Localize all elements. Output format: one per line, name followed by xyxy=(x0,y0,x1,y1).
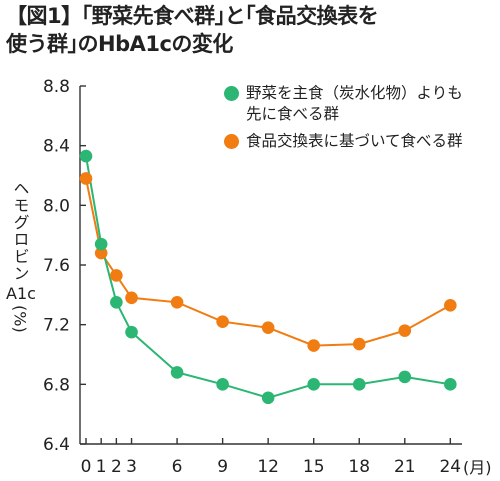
x-tick-label: 18 xyxy=(348,457,370,477)
data-point xyxy=(110,295,123,309)
legend-marker-green xyxy=(224,86,239,101)
x-tick-label: 0 xyxy=(81,457,92,477)
y-tick-label: 7.6 xyxy=(43,256,70,276)
chart-title-line1: 【図1】｢野菜先食べ群｣と｢食品交換表を xyxy=(6,4,379,28)
data-point xyxy=(170,366,184,379)
y-tick-label: 8.0 xyxy=(43,196,70,216)
data-point xyxy=(444,298,457,312)
y-axis-label: ヘモグロビン A1c (%) xyxy=(6,180,36,333)
legend-label-line1: 食品交換表に基づいて食べる群 xyxy=(246,132,463,150)
data-point xyxy=(398,370,412,384)
data-point xyxy=(125,291,138,305)
data-point xyxy=(398,324,412,337)
series-line xyxy=(85,155,451,399)
x-tick-label: 6 xyxy=(172,457,183,477)
data-point xyxy=(307,378,321,391)
legend: 野菜を主食（炭水化物）よりも 先に食べる群 食品交換表に基づいて食べる群 xyxy=(224,83,463,158)
data-point xyxy=(307,339,321,352)
y-axis-label-percent: (%) xyxy=(10,305,30,333)
data-point xyxy=(261,391,275,405)
y-tick-label: 8.4 xyxy=(43,137,70,157)
x-tick-label: 24 xyxy=(439,457,461,477)
data-point xyxy=(125,325,138,339)
data-point xyxy=(216,378,229,391)
data-point xyxy=(352,378,366,391)
y-tick-label: 6.4 xyxy=(43,435,70,455)
data-point xyxy=(79,149,93,163)
x-tick-label: 21 xyxy=(394,457,416,477)
x-tick-label: 2 xyxy=(111,457,122,477)
legend-item-vegetable-first: 野菜を主食（炭水化物）よりも 先に食べる群 xyxy=(224,83,463,125)
legend-label-line2: 先に食べる群 xyxy=(246,105,340,123)
x-tick-label: 9 xyxy=(217,457,228,477)
data-point xyxy=(261,321,275,334)
chart-title-line2: 使う群｣のHbA1cの変化 xyxy=(6,32,233,56)
data-point xyxy=(170,295,184,309)
data-point xyxy=(94,237,108,251)
data-point xyxy=(216,315,229,328)
x-tick-label: 12 xyxy=(257,457,279,477)
legend-label-line1: 野菜を主食（炭水化物）よりも xyxy=(246,84,463,102)
chart-title: 【図1】｢野菜先食べ群｣と｢食品交換表を 使う群｣のHbA1cの変化 xyxy=(6,2,496,58)
legend-marker-orange xyxy=(224,134,239,149)
x-axis-unit: (月) xyxy=(463,458,492,477)
data-point xyxy=(444,378,457,391)
legend-item-exchange-table: 食品交換表に基づいて食べる群 xyxy=(224,131,463,152)
data-point xyxy=(110,269,123,282)
series-line xyxy=(85,178,451,347)
y-axis-label-unit: A1c xyxy=(6,284,36,303)
x-tick-label: 15 xyxy=(303,457,325,477)
data-point xyxy=(79,172,93,185)
y-tick-label: 8.8 xyxy=(43,77,70,97)
y-axis-label-text: ヘモグロビン xyxy=(10,180,30,282)
x-tick-label: 1 xyxy=(96,457,107,477)
data-point xyxy=(94,246,108,260)
data-point xyxy=(352,337,366,351)
y-tick-label: 6.8 xyxy=(43,375,70,395)
y-tick-label: 7.2 xyxy=(43,316,70,336)
x-tick-label: 3 xyxy=(126,457,137,477)
